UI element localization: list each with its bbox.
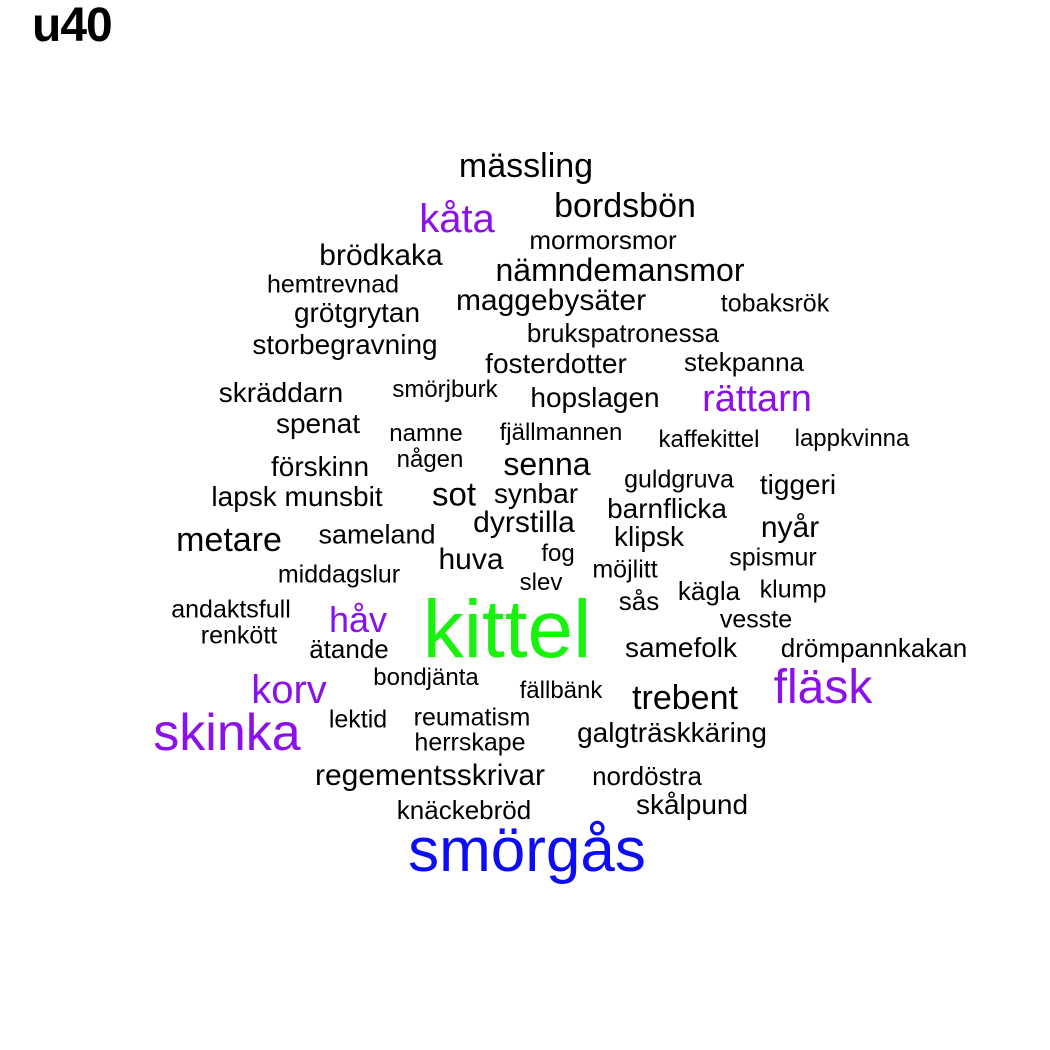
word-bordsbon: bordsbön	[554, 187, 696, 225]
word-namndemansmor: nämndemansmor	[495, 252, 745, 288]
word-forskinn: förskinn	[270, 451, 370, 482]
word-smorgas: smörgås	[408, 816, 646, 885]
word-skinka: skinka	[153, 704, 301, 762]
word-nordostra: nordöstra	[592, 761, 702, 791]
word-mojlitt: möjlitt	[592, 555, 658, 584]
word-skalpund: skålpund	[635, 789, 749, 820]
word-hav: håv	[328, 599, 388, 640]
word-grotgrytan: grötgrytan	[293, 297, 421, 328]
word-rattarn: rättarn	[702, 378, 812, 420]
word-regementsskrivar: regementsskrivar	[314, 759, 546, 792]
word-hopslagen: hopslagen	[530, 382, 660, 413]
word-synbar: synbar	[493, 478, 579, 509]
word-massling: mässling	[458, 147, 594, 185]
word-klipsk: klipsk	[613, 521, 685, 552]
word-barnflicka: barnflicka	[607, 493, 727, 524]
word-klump: klump	[759, 575, 827, 604]
word-spenat: spenat	[275, 408, 361, 439]
word-middagslur: middagslur	[277, 560, 401, 589]
word-samefolk: samefolk	[624, 632, 738, 663]
word-kata: kåta	[419, 197, 495, 241]
word-fallbank: fällbänk	[519, 677, 603, 704]
word-flask: fläsk	[773, 661, 873, 714]
word-galgtraskkaring: galgträskkäring	[577, 717, 767, 748]
word-fjallmannen: fjällmannen	[499, 419, 623, 446]
word-lapsk-munsbit: lapsk munsbit	[211, 481, 383, 512]
word-herrskape: herrskape	[414, 728, 526, 757]
word-spismur: spismur	[729, 543, 817, 572]
word-kaffekittel: kaffekittel	[658, 426, 760, 453]
word-dyrstilla: dyrstilla	[473, 506, 575, 539]
word-namne: namne	[389, 420, 463, 447]
word-lappkvinna: lappkvinna	[794, 425, 910, 452]
word-korv: korv	[251, 668, 327, 712]
word-huva: huva	[438, 543, 504, 576]
word-nyar: nyår	[760, 511, 820, 544]
word-andaktsfull: andaktsfull	[171, 595, 291, 624]
word-stekpanna: stekpanna	[684, 347, 804, 377]
word-knackebrod: knäckebröd	[396, 795, 532, 825]
word-brukspatronessa: brukspatronessa	[526, 318, 720, 348]
word-reumatism: reumatism	[413, 703, 531, 732]
word-atande: ätande	[309, 634, 389, 664]
word-kagla: kägla	[677, 576, 741, 606]
word-sameland: sameland	[318, 519, 436, 550]
word-fosterdotter: fosterdotter	[485, 348, 627, 379]
word-brodkaka: brödkaka	[319, 239, 443, 272]
word-kittel: kittel	[422, 584, 592, 675]
word-senna: senna	[503, 446, 591, 482]
word-sas: sås	[618, 586, 660, 616]
word-fog: fog	[541, 540, 575, 567]
word-mormorsmor: mormorsmor	[529, 225, 677, 255]
word-guldgruva: guldgruva	[624, 465, 734, 494]
word-renkott: renkött	[200, 621, 278, 650]
word-metare: metare	[176, 521, 282, 559]
word-vesste: vesste	[719, 605, 793, 634]
word-trebent: trebent	[632, 679, 738, 717]
word-tiggeri: tiggeri	[759, 469, 837, 500]
word-lektid: lektid	[328, 705, 388, 734]
word-sot: sot	[431, 475, 477, 513]
word-bondjanta: bondjänta	[373, 664, 479, 691]
word-hemtrevnad: hemtrevnad	[266, 270, 400, 299]
word-smorjburk: smörjburk	[392, 376, 498, 403]
cloud-title: u40	[32, 0, 113, 52]
word-slev: slev	[519, 569, 563, 596]
word-storbegravning: storbegravning	[252, 329, 438, 360]
word-maggebysater: maggebysäter	[455, 284, 647, 317]
word-drompannkakan: drömpannkakan	[780, 633, 968, 663]
word-nagen: någen	[396, 446, 464, 473]
word-tobaksrok: tobaksrök	[720, 289, 830, 318]
word-skraddarn: skräddarn	[218, 377, 344, 408]
